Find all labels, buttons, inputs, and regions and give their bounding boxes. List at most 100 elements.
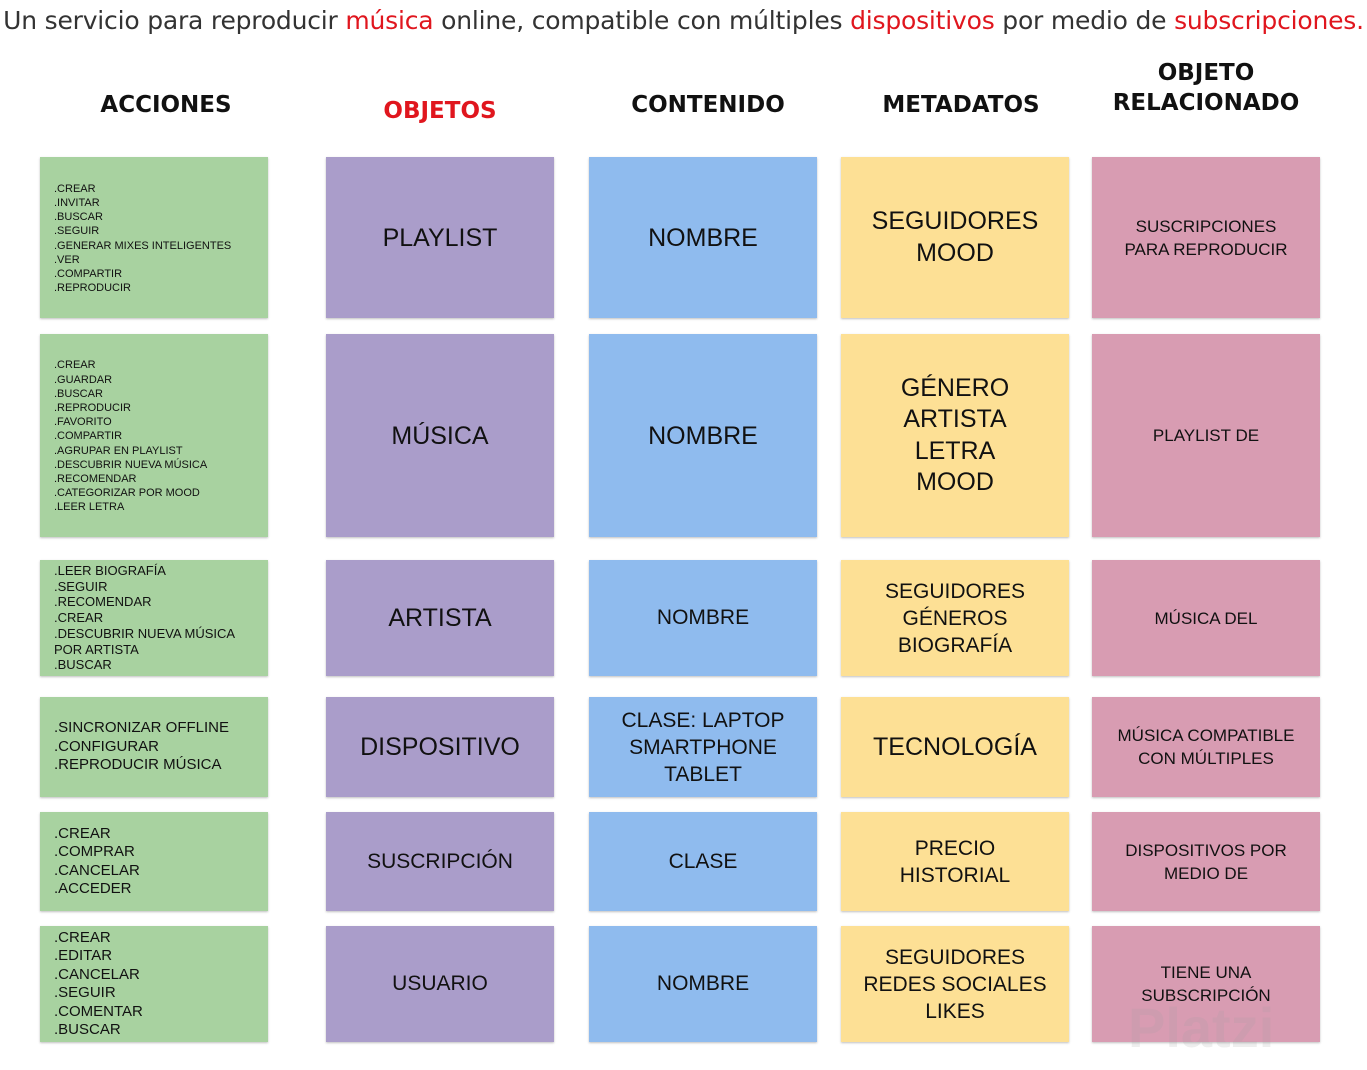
accion-item: .CREAR bbox=[54, 610, 104, 626]
accion-item: .COMPARTIR bbox=[54, 267, 123, 280]
accion-item: .CANCELAR bbox=[54, 861, 140, 879]
accion-item: .GUARDAR bbox=[54, 373, 113, 386]
relacionado-text: DISPOSITIVOS POR bbox=[1125, 840, 1287, 860]
accion-item: .SEGUIR bbox=[54, 984, 116, 1001]
objeto-card: PLAYLIST bbox=[326, 157, 554, 318]
contenido-card: NOMBRE bbox=[589, 157, 817, 318]
contenido-card: NOMBRE bbox=[589, 560, 817, 676]
metadatos-card: TECNOLOGÍA bbox=[841, 697, 1069, 797]
metadatos-text: GÉNERO bbox=[900, 373, 1010, 402]
objeto-card: SUSCRIPCIÓN bbox=[326, 812, 554, 911]
accion-item: .INVITAR bbox=[54, 196, 100, 209]
metadatos-text: SEGUIDORES bbox=[871, 207, 1039, 235]
objeto-text: USUARIO bbox=[392, 972, 488, 995]
accion-item: .SINCRONIZAR OFFLINE bbox=[54, 719, 230, 737]
acciones-card: .CREAR .INVITAR .BUSCAR .SEGUIR .GENERAR MIX… bbox=[40, 157, 268, 318]
contenido-text: NOMBRE bbox=[656, 606, 750, 629]
accion-item: .AGRUPAR EN PLAYLIST bbox=[54, 444, 183, 457]
contenido-card: NOMBRE bbox=[589, 926, 817, 1042]
metadatos-text: PRECIO bbox=[914, 836, 996, 860]
accion-item: .CREAR bbox=[54, 928, 111, 946]
accion-item: .LEER BIOGRAFÍA bbox=[54, 562, 166, 578]
contenido-text: NOMBRE bbox=[648, 223, 758, 252]
objeto-text: MÚSICA bbox=[391, 421, 489, 450]
relacionado-text: CON MÚLTIPLES bbox=[1138, 749, 1274, 768]
contenido-card: CLASE: LAPTOP SMARTPHONE TABLET bbox=[589, 697, 817, 797]
accion-item: .BUSCAR bbox=[54, 657, 112, 673]
metadatos-text: REDES SOCIALES bbox=[863, 972, 1047, 996]
accion-item: .COMPRAR bbox=[54, 843, 135, 860]
acciones-card: .SINCRONIZAR OFFLINE .CONFIGURAR .REPRODUC… bbox=[40, 697, 268, 797]
metadatos-text: HISTORIAL bbox=[899, 863, 1011, 887]
metadatos-text: SEGUIDORES bbox=[884, 945, 1026, 969]
accion-item: .CANCELAR bbox=[54, 965, 140, 983]
metadatos-card: GÉNERO ARTISTA LETRA MOOD bbox=[841, 334, 1069, 537]
headline-part-2: online, compatible con múltiples bbox=[433, 6, 851, 35]
relacionado-text: MÚSICA DEL bbox=[1154, 608, 1258, 628]
accion-item: .COMENTAR bbox=[54, 1002, 143, 1020]
accion-item: .FAVORITO bbox=[54, 416, 112, 429]
relacionado-text: SUSCRIPCIONES bbox=[1135, 216, 1277, 236]
column-header-line: OBJETOS bbox=[383, 98, 497, 124]
headline-highlight-dispositivos: dispositivos bbox=[850, 6, 995, 35]
accion-item: .VER bbox=[54, 253, 80, 266]
contenido-text: CLASE: LAPTOP bbox=[621, 708, 785, 732]
accion-item: .SEGUIR bbox=[54, 578, 108, 594]
column-header-line: RELACIONADO bbox=[1112, 90, 1300, 116]
headline: Un servicio para reproducir música onlin… bbox=[0, 6, 1367, 35]
accion-item: .CATEGORIZAR POR MOOD bbox=[54, 487, 200, 500]
accion-item: .COMPARTIR bbox=[54, 430, 123, 443]
accion-item: .LEER LETRA bbox=[54, 501, 125, 514]
column-header-acciones: ACCIONES bbox=[26, 90, 306, 120]
relacionado-text: TIENE UNA bbox=[1160, 963, 1252, 982]
column-header-line: METADATOS bbox=[882, 92, 1040, 118]
acciones-card: .CREAR .EDITAR .CANCELAR .SEGUIR .COMENTAR .B… bbox=[40, 926, 268, 1042]
metadatos-text: LETRA bbox=[914, 436, 996, 465]
relacionado-card: MÚSICA COMPATIBLE CON MÚLTIPLES bbox=[1092, 697, 1320, 797]
objeto-card: ARTISTA bbox=[326, 560, 554, 676]
objeto-card: MÚSICA bbox=[326, 334, 554, 537]
accion-item: POR ARTISTA bbox=[54, 641, 139, 657]
accion-item: .GENERAR MIXES INTELIGENTES bbox=[54, 239, 232, 252]
acciones-card: .CREAR .GUARDAR .BUSCAR .REPRODUCIR .FAVORIT… bbox=[40, 334, 268, 537]
accion-item: .SEGUIR bbox=[54, 225, 100, 238]
relacionado-card: TIENE UNA SUBSCRIPCIÓN bbox=[1092, 926, 1320, 1042]
objeto-text: PLAYLIST bbox=[382, 223, 498, 252]
metadatos-text: TECNOLOGÍA bbox=[873, 733, 1037, 761]
objeto-text: DISPOSITIVO bbox=[360, 733, 520, 761]
metadatos-text: BIOGRAFÍA bbox=[897, 633, 1013, 657]
objeto-text: SUSCRIPCIÓN bbox=[367, 849, 513, 873]
platzi-watermark: Platzi bbox=[1128, 996, 1275, 1059]
column-header-line: CONTENIDO bbox=[631, 92, 785, 118]
relacionado-text: PLAYLIST DE bbox=[1152, 426, 1260, 445]
relacionado-card: PLAYLIST DE bbox=[1092, 334, 1320, 537]
relacionado-text: MEDIO DE bbox=[1163, 863, 1249, 883]
metadatos-text: MOOD bbox=[916, 238, 994, 267]
accion-item: .RECOMENDAR bbox=[54, 594, 152, 610]
metadatos-card: PRECIO HISTORIAL bbox=[841, 812, 1069, 911]
accion-item: .BUSCAR bbox=[54, 211, 103, 224]
objeto-text: ARTISTA bbox=[388, 604, 492, 632]
relacionado-card: MÚSICA DEL bbox=[1092, 560, 1320, 676]
accion-item: .REPRODUCIR bbox=[54, 282, 132, 295]
accion-item: .DESCUBRIR NUEVA MÚSICA bbox=[54, 458, 208, 471]
metadatos-text: LIKES bbox=[925, 999, 985, 1023]
headline-part-3: por medio de bbox=[994, 6, 1175, 35]
metadatos-text: SEGUIDORES bbox=[884, 579, 1026, 603]
accion-item: .ACCEDER bbox=[54, 880, 132, 897]
contenido-card: NOMBRE bbox=[589, 334, 817, 537]
metadatos-card: SEGUIDORES GÉNEROS BIOGRAFÍA bbox=[841, 560, 1069, 676]
headline-highlight-subscripciones: subscripciones. bbox=[1174, 6, 1364, 35]
acciones-card: .CREAR .COMPRAR .CANCELAR .ACCEDER bbox=[40, 812, 268, 911]
accion-item: .DESCUBRIR NUEVA MÚSICA bbox=[54, 625, 236, 641]
accion-item: .CONFIGURAR bbox=[54, 737, 159, 755]
accion-item: .CREAR bbox=[54, 359, 96, 372]
accion-item: .BUSCAR bbox=[54, 1021, 121, 1038]
column-header-objeto: OBJETOS bbox=[300, 96, 580, 126]
objeto-card: DISPOSITIVO bbox=[326, 697, 554, 797]
acciones-card: .LEER BIOGRAFÍA .SEGUIR .RECOMENDAR .CREAR.… bbox=[40, 560, 268, 676]
accion-item: .EDITAR bbox=[54, 947, 113, 964]
metadatos-text: ARTISTA bbox=[903, 405, 1007, 433]
relacionado-text: PARA REPRODUCIR bbox=[1124, 239, 1288, 259]
accion-item: .BUSCAR bbox=[54, 387, 103, 400]
